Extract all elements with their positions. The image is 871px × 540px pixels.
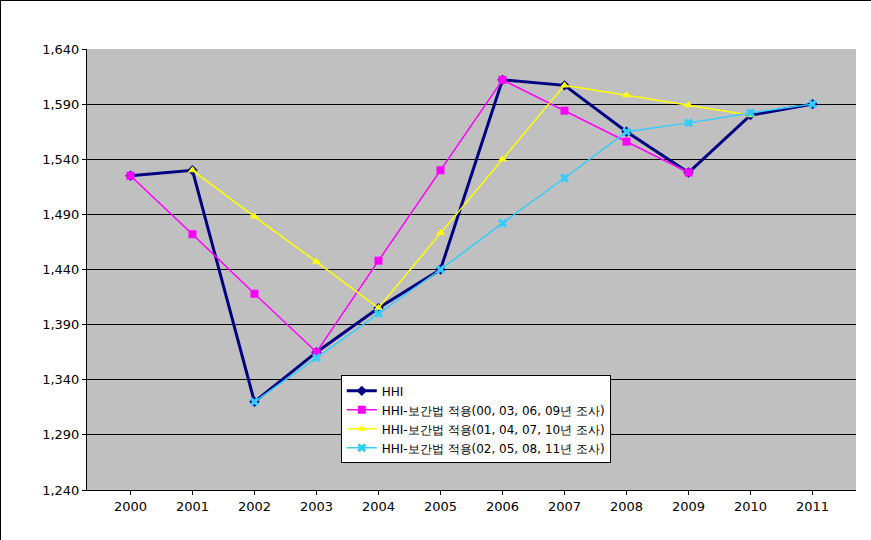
svg-text:1,240: 1,240 (42, 483, 79, 498)
svg-text:2003: 2003 (300, 499, 333, 514)
svg-text:2004: 2004 (362, 499, 395, 514)
svg-text:2005: 2005 (424, 499, 457, 514)
svg-text:HHI: HHI (382, 385, 404, 399)
svg-text:2002: 2002 (238, 499, 271, 514)
svg-text:2007: 2007 (548, 499, 581, 514)
svg-text:2006: 2006 (486, 499, 519, 514)
svg-text:1,490: 1,490 (42, 207, 79, 222)
svg-text:2008: 2008 (610, 499, 643, 514)
svg-text:1,390: 1,390 (42, 317, 79, 332)
svg-text:1,540: 1,540 (42, 152, 79, 167)
svg-text:1,290: 1,290 (42, 427, 79, 442)
svg-text:2009: 2009 (672, 499, 705, 514)
svg-text:1,440: 1,440 (42, 262, 79, 277)
svg-text:1,340: 1,340 (42, 372, 79, 387)
svg-text:2010: 2010 (734, 499, 767, 514)
svg-text:2000: 2000 (114, 499, 147, 514)
svg-text:1,640: 1,640 (42, 42, 79, 57)
svg-text:HHI-보간법 적용(00, 03, 06, 09년 조사): HHI-보간법 적용(00, 03, 06, 09년 조사) (382, 404, 605, 418)
svg-text:HHI-보간법 적용(02, 05, 08, 11년 조사): HHI-보간법 적용(02, 05, 08, 11년 조사) (382, 442, 605, 456)
svg-text:2011: 2011 (796, 499, 829, 514)
svg-text:1,590: 1,590 (42, 97, 79, 112)
svg-text:2001: 2001 (176, 499, 209, 514)
svg-text:HHI-보간법 적용(01, 04, 07, 10년 조사): HHI-보간법 적용(01, 04, 07, 10년 조사) (382, 423, 605, 437)
